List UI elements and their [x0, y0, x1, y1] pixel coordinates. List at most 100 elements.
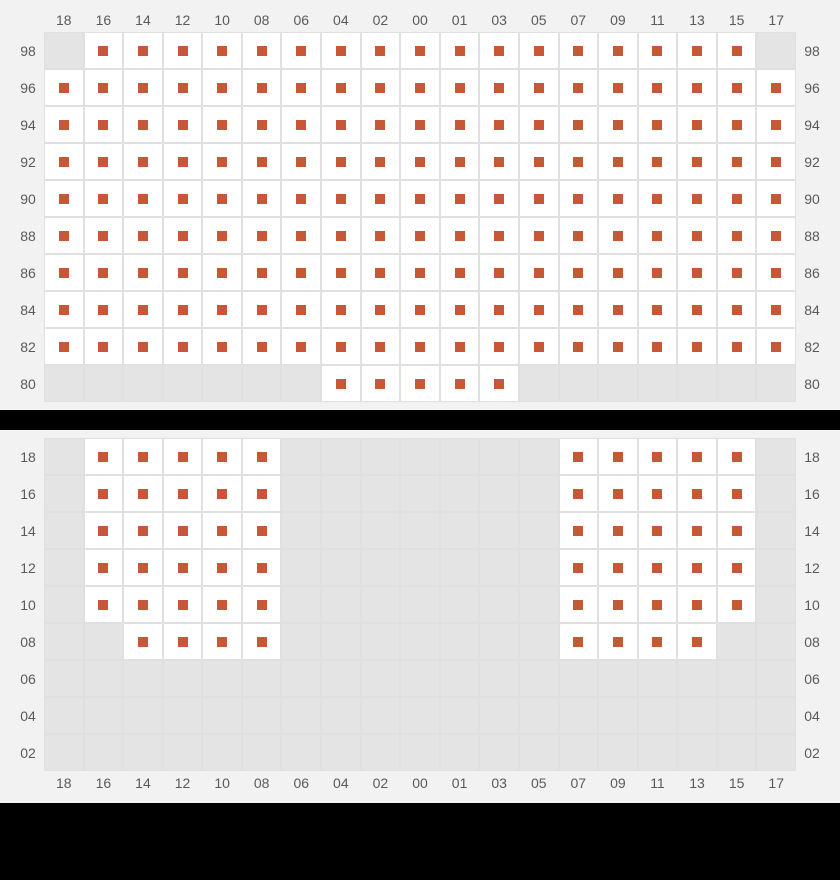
seat-available[interactable]: [479, 69, 519, 106]
seat-available[interactable]: [598, 438, 638, 475]
seat-available[interactable]: [361, 365, 401, 402]
seat-available[interactable]: [84, 475, 124, 512]
seat-available[interactable]: [202, 254, 242, 291]
seat-available[interactable]: [519, 143, 559, 180]
seat-available[interactable]: [242, 106, 282, 143]
seat-available[interactable]: [123, 475, 163, 512]
seat-available[interactable]: [756, 291, 796, 328]
seat-available[interactable]: [638, 217, 678, 254]
seat-available[interactable]: [123, 623, 163, 660]
seat-available[interactable]: [163, 217, 203, 254]
seat-available[interactable]: [717, 217, 757, 254]
seat-available[interactable]: [400, 180, 440, 217]
seat-available[interactable]: [242, 438, 282, 475]
seat-available[interactable]: [400, 106, 440, 143]
seat-available[interactable]: [677, 623, 717, 660]
seat-available[interactable]: [717, 180, 757, 217]
seat-available[interactable]: [440, 365, 480, 402]
seat-available[interactable]: [123, 217, 163, 254]
seat-available[interactable]: [598, 180, 638, 217]
seat-available[interactable]: [321, 143, 361, 180]
seat-available[interactable]: [479, 217, 519, 254]
seat-available[interactable]: [756, 106, 796, 143]
seat-available[interactable]: [440, 32, 480, 69]
seat-available[interactable]: [400, 69, 440, 106]
seat-available[interactable]: [321, 32, 361, 69]
seat-available[interactable]: [242, 32, 282, 69]
seat-available[interactable]: [598, 328, 638, 365]
seat-available[interactable]: [717, 32, 757, 69]
seat-available[interactable]: [598, 69, 638, 106]
seat-available[interactable]: [479, 291, 519, 328]
seat-available[interactable]: [163, 180, 203, 217]
seat-available[interactable]: [440, 106, 480, 143]
seat-available[interactable]: [717, 291, 757, 328]
seat-available[interactable]: [717, 143, 757, 180]
seat-available[interactable]: [717, 69, 757, 106]
seat-available[interactable]: [361, 217, 401, 254]
seat-available[interactable]: [44, 143, 84, 180]
seat-available[interactable]: [756, 217, 796, 254]
seat-available[interactable]: [361, 143, 401, 180]
seat-available[interactable]: [361, 328, 401, 365]
seat-available[interactable]: [163, 106, 203, 143]
seat-available[interactable]: [242, 254, 282, 291]
seat-available[interactable]: [598, 217, 638, 254]
seat-available[interactable]: [598, 623, 638, 660]
seat-available[interactable]: [84, 32, 124, 69]
seat-available[interactable]: [598, 291, 638, 328]
seat-available[interactable]: [559, 180, 599, 217]
seat-available[interactable]: [84, 512, 124, 549]
seat-available[interactable]: [638, 254, 678, 291]
seat-available[interactable]: [598, 549, 638, 586]
seat-available[interactable]: [638, 69, 678, 106]
seat-available[interactable]: [598, 143, 638, 180]
seat-available[interactable]: [677, 254, 717, 291]
seat-available[interactable]: [281, 217, 321, 254]
seat-available[interactable]: [202, 143, 242, 180]
seat-available[interactable]: [519, 180, 559, 217]
seat-available[interactable]: [84, 438, 124, 475]
seat-available[interactable]: [281, 143, 321, 180]
seat-available[interactable]: [281, 180, 321, 217]
seat-available[interactable]: [84, 291, 124, 328]
seat-available[interactable]: [756, 180, 796, 217]
seat-available[interactable]: [123, 586, 163, 623]
seat-available[interactable]: [677, 438, 717, 475]
seat-available[interactable]: [163, 475, 203, 512]
seat-available[interactable]: [400, 217, 440, 254]
seat-available[interactable]: [123, 180, 163, 217]
seat-available[interactable]: [202, 586, 242, 623]
seat-available[interactable]: [163, 623, 203, 660]
seat-available[interactable]: [519, 217, 559, 254]
seat-available[interactable]: [638, 143, 678, 180]
seat-available[interactable]: [717, 549, 757, 586]
seat-available[interactable]: [242, 291, 282, 328]
seat-available[interactable]: [756, 69, 796, 106]
seat-available[interactable]: [519, 254, 559, 291]
seat-available[interactable]: [677, 512, 717, 549]
seat-available[interactable]: [598, 586, 638, 623]
seat-available[interactable]: [163, 291, 203, 328]
seat-available[interactable]: [717, 438, 757, 475]
seat-available[interactable]: [559, 143, 599, 180]
seat-available[interactable]: [479, 365, 519, 402]
seat-available[interactable]: [163, 69, 203, 106]
seat-available[interactable]: [281, 69, 321, 106]
seat-available[interactable]: [559, 106, 599, 143]
seat-available[interactable]: [44, 291, 84, 328]
seat-available[interactable]: [440, 328, 480, 365]
seat-available[interactable]: [479, 143, 519, 180]
seat-available[interactable]: [281, 291, 321, 328]
seat-available[interactable]: [163, 143, 203, 180]
seat-available[interactable]: [559, 475, 599, 512]
seat-available[interactable]: [756, 328, 796, 365]
seat-available[interactable]: [756, 254, 796, 291]
seat-available[interactable]: [84, 254, 124, 291]
seat-available[interactable]: [84, 328, 124, 365]
seat-available[interactable]: [321, 254, 361, 291]
seat-available[interactable]: [202, 180, 242, 217]
seat-available[interactable]: [677, 69, 717, 106]
seat-available[interactable]: [717, 475, 757, 512]
seat-available[interactable]: [559, 32, 599, 69]
